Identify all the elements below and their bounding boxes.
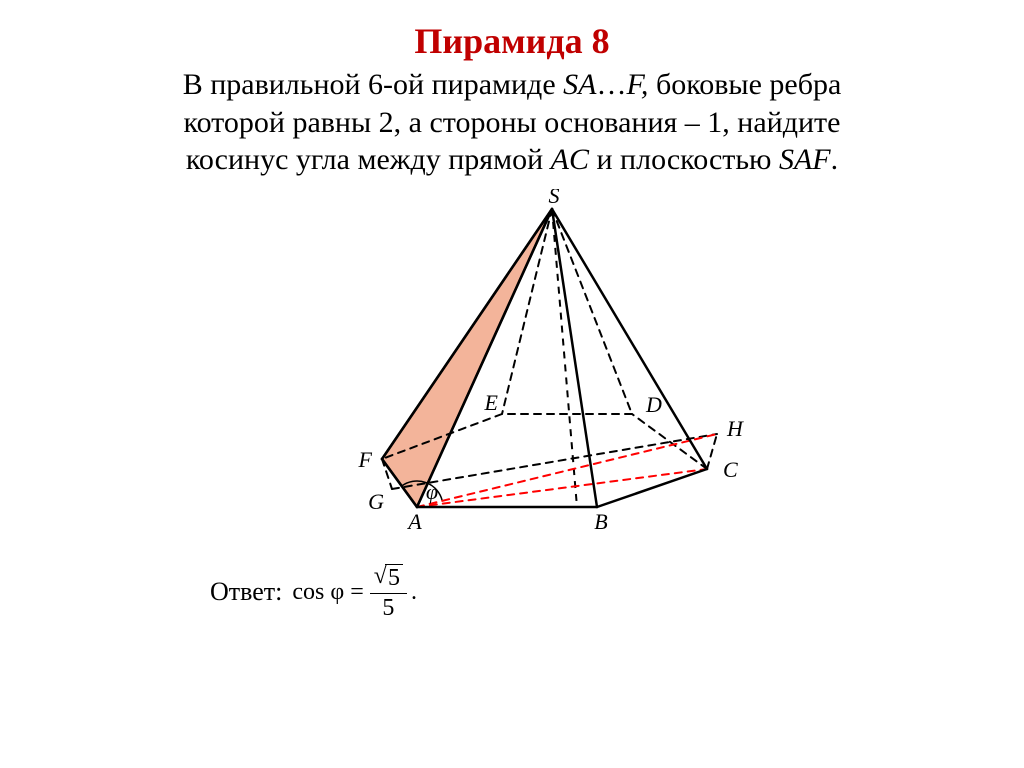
answer-expression: cos φ = √ 5 5 .: [292, 564, 417, 622]
problem-l1b: SA: [563, 68, 596, 101]
sqrt: √ 5: [374, 564, 403, 591]
problem-l1c: …: [596, 68, 626, 101]
svg-text:G: G: [368, 489, 384, 514]
problem-l3d: SAF: [779, 143, 831, 176]
svg-text:D: D: [645, 392, 662, 417]
svg-text:B: B: [594, 509, 607, 534]
svg-text:φ: φ: [426, 479, 438, 504]
problem-l3c: и плоскостью: [589, 143, 779, 176]
slide-title: Пирамида 8: [70, 20, 954, 62]
problem-l1a: В правильной 6-ой пирамиде: [183, 68, 563, 101]
answer-numerator: √ 5: [370, 564, 407, 594]
answer-equals: =: [350, 579, 364, 606]
svg-text:A: A: [406, 509, 422, 534]
problem-l1e: боковые ребра: [648, 68, 841, 101]
svg-text:S: S: [549, 189, 560, 208]
svg-text:H: H: [726, 416, 744, 441]
problem-l2: которой равны 2, а стороны основания – 1…: [184, 106, 841, 139]
svg-text:C: C: [723, 457, 738, 482]
svg-text:F: F: [358, 447, 373, 472]
answer-fraction: √ 5 5: [370, 564, 407, 622]
pyramid-diagram: S A B C D E FG Hφ: [252, 189, 772, 549]
problem-l3a: косинус угла между прямой: [186, 143, 551, 176]
answer-cos: cos φ: [292, 579, 344, 606]
answer-denominator: 5: [370, 594, 407, 621]
svg-text:E: E: [484, 390, 499, 415]
problem-l3b: AC: [551, 143, 589, 176]
problem-l1d: F,: [626, 68, 648, 101]
answer-period: .: [411, 579, 417, 606]
diagram-container: S A B C D E FG Hφ: [70, 189, 954, 554]
answer-row: Ответ: cos φ = √ 5 5 .: [210, 564, 954, 622]
problem-l3e: .: [831, 143, 839, 176]
radicand: 5: [385, 564, 403, 591]
answer-label: Ответ:: [210, 577, 282, 607]
problem-text: В правильной 6-ой пирамиде SA…F, боковые…: [70, 66, 954, 179]
